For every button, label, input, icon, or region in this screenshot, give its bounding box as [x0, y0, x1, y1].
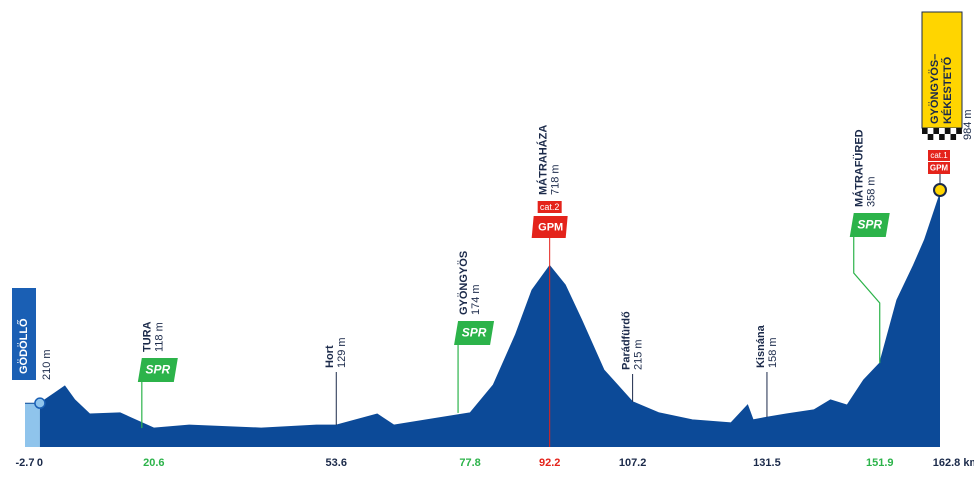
place-elevation: 129 m	[336, 337, 348, 368]
annotation: cat.2 GPM	[531, 201, 568, 447]
category-box	[537, 201, 562, 213]
place-name: Kisnána	[755, 324, 767, 368]
x-tick-label: 53.6	[326, 457, 347, 469]
badge: GPM	[538, 221, 563, 233]
badge: SPR	[145, 363, 170, 377]
place-name: MÁTRAHÁZA	[537, 125, 550, 195]
place-name: GÖDÖLLŐ	[17, 318, 30, 374]
checker	[927, 134, 934, 140]
marker-line	[853, 237, 881, 364]
checker	[944, 128, 951, 134]
x-tick-label: -2.7	[16, 457, 35, 469]
finish-name: GYÖNGYÖS–	[928, 54, 941, 124]
place-name: Parádfürdő	[621, 311, 633, 370]
checker	[956, 128, 962, 134]
checker	[939, 128, 945, 134]
checker	[950, 134, 957, 140]
gpm-box	[928, 162, 950, 174]
start-dot	[34, 397, 46, 409]
place-elevation: 118 m	[154, 322, 166, 352]
sprint-badge	[849, 213, 890, 237]
x-tick-label: 0	[37, 457, 43, 469]
annotation: SPR	[137, 358, 178, 429]
x-tick-label: 107.2	[619, 457, 647, 469]
badge: SPR	[857, 218, 882, 232]
place-name: TURA	[142, 321, 154, 352]
profile-area	[39, 193, 940, 447]
category: cat.2	[540, 202, 560, 212]
checker	[922, 128, 928, 134]
category-box	[928, 150, 950, 161]
x-tick-label: 131.5	[753, 457, 781, 469]
badge: SPR	[462, 326, 487, 340]
x-tick-label: 77.8	[459, 457, 480, 469]
finish-box	[921, 11, 963, 129]
checker	[944, 134, 951, 140]
category: cat.1	[930, 151, 948, 160]
sprint-badge	[137, 358, 178, 382]
place-name: MÁTRAFÜRED	[853, 129, 866, 207]
checker	[922, 134, 928, 140]
place-elevation: 984 m	[962, 109, 974, 140]
profile-line	[25, 193, 941, 429]
x-tick-label: 92.2	[539, 457, 560, 469]
sprint-badge	[454, 321, 495, 345]
neutral-zone	[25, 403, 40, 447]
checker	[933, 134, 940, 140]
place-elevation: 358 m	[866, 176, 878, 207]
annotation	[12, 288, 46, 409]
checker	[956, 134, 962, 140]
place-elevation: 158 m	[767, 337, 779, 368]
checker	[927, 128, 934, 134]
place-name: Hort	[324, 345, 336, 368]
badge: GPM	[930, 164, 949, 173]
place-elevation: 718 m	[550, 164, 562, 195]
checker	[939, 134, 945, 140]
place-elevation: 215 m	[633, 339, 645, 370]
finish-dot	[933, 183, 947, 197]
start-box	[12, 288, 36, 380]
place-name: GYÖNGYÖS	[457, 251, 470, 315]
annotation: SPR	[849, 213, 890, 364]
finish-name: KÉKESTETŐ	[941, 56, 954, 124]
place-elevation: 174 m	[470, 284, 482, 315]
x-tick-label: 162.8 km	[933, 457, 974, 469]
checker	[933, 128, 940, 134]
gpm-box	[531, 216, 568, 238]
annotation: cat.1 GPM	[921, 11, 963, 197]
annotation: SPR	[454, 321, 495, 413]
x-tick-label: 20.6	[143, 457, 164, 469]
x-tick-label: 151.9	[866, 457, 894, 469]
checker	[950, 128, 957, 134]
place-elevation: 210 m	[41, 349, 53, 380]
